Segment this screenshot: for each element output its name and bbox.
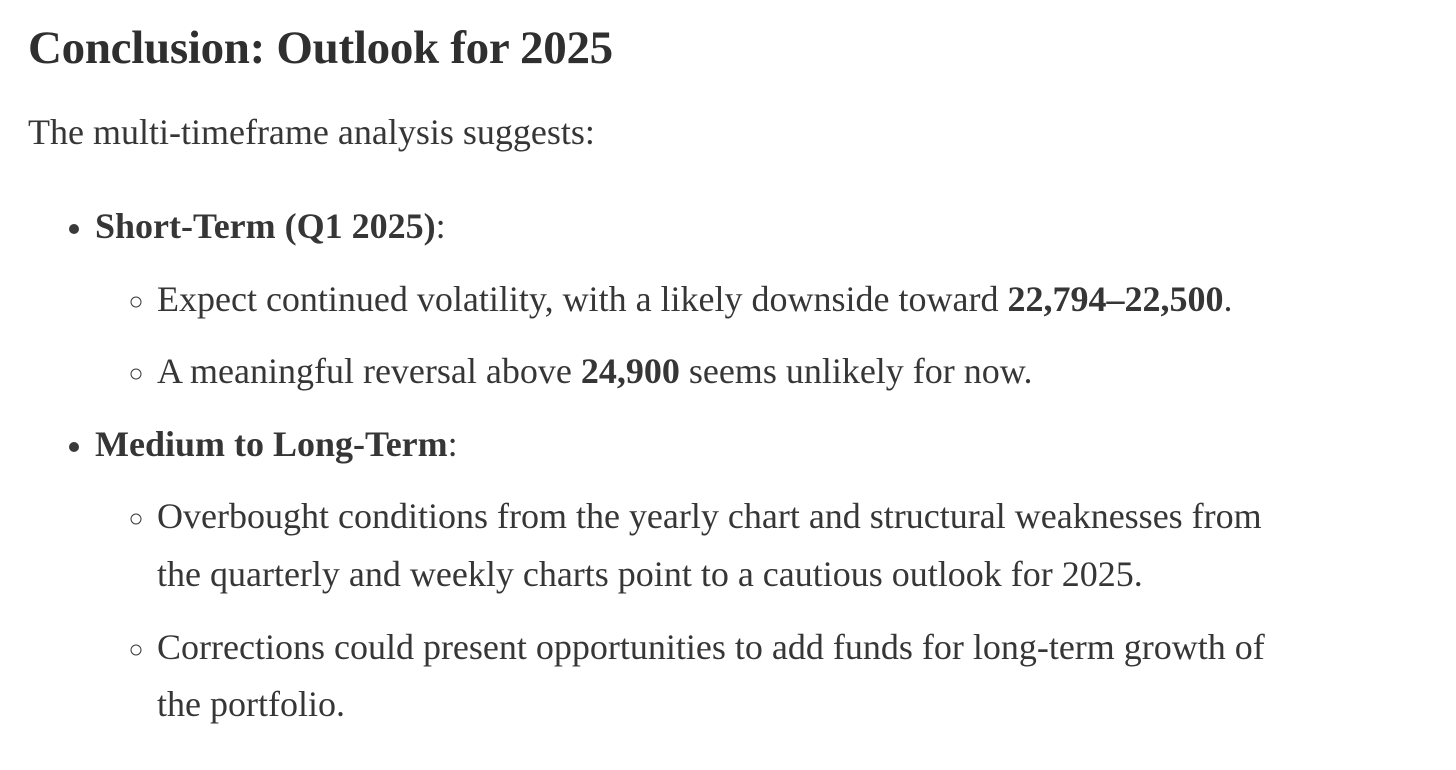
- page-title: Conclusion: Outlook for 2025: [28, 22, 613, 74]
- outlook-item-title: Medium to Long-Term:: [95, 424, 458, 464]
- outlook-list: Short-Term (Q1 2025): Expect continued vo…: [28, 198, 1410, 734]
- text-segment: Corrections could present opportunities …: [157, 626, 1265, 725]
- text-segment: .: [1223, 278, 1233, 319]
- text-segment: :: [447, 423, 458, 464]
- outlook-sub-list: Overbought conditions from the yearly ch…: [95, 488, 1410, 733]
- outlook-sub-item: Overbought conditions from the yearly ch…: [157, 488, 1410, 603]
- article-body: Conclusion: Outlook for 2025 The multi-t…: [0, 0, 1456, 734]
- bold-text-segment: Medium to Long-Term: [95, 423, 448, 464]
- outlook-sub-list: Expect continued volatility, with a like…: [95, 271, 1410, 401]
- outlook-sub-item: Expect continued volatility, with a like…: [157, 271, 1410, 329]
- outlook-sub-item: Corrections could present opportunities …: [157, 619, 1410, 734]
- intro-paragraph: The multi-timeframe analysis suggests:: [28, 112, 595, 153]
- text-segment: A meaningful reversal above: [157, 351, 581, 392]
- bold-text-segment: 22,794–22,500: [1007, 278, 1224, 319]
- bold-text-segment: Short-Term (Q1 2025): [95, 205, 436, 246]
- text-segment: :: [435, 205, 446, 246]
- outlook-sub-item: A meaningful reversal above 24,900 seems…: [157, 343, 1410, 401]
- outlook-item: Short-Term (Q1 2025): Expect continued vo…: [95, 198, 1410, 401]
- text-segment: Overbought conditions from the yearly ch…: [157, 496, 1262, 594]
- outlook-item: Medium to Long-Term: Overbought condition…: [95, 416, 1410, 734]
- outlook-item-title: Short-Term (Q1 2025):: [95, 206, 446, 246]
- bold-text-segment: 24,900: [580, 351, 680, 392]
- text-segment: seems unlikely for now.: [679, 351, 1033, 392]
- text-segment: Expect continued volatility, with a like…: [157, 278, 1008, 319]
